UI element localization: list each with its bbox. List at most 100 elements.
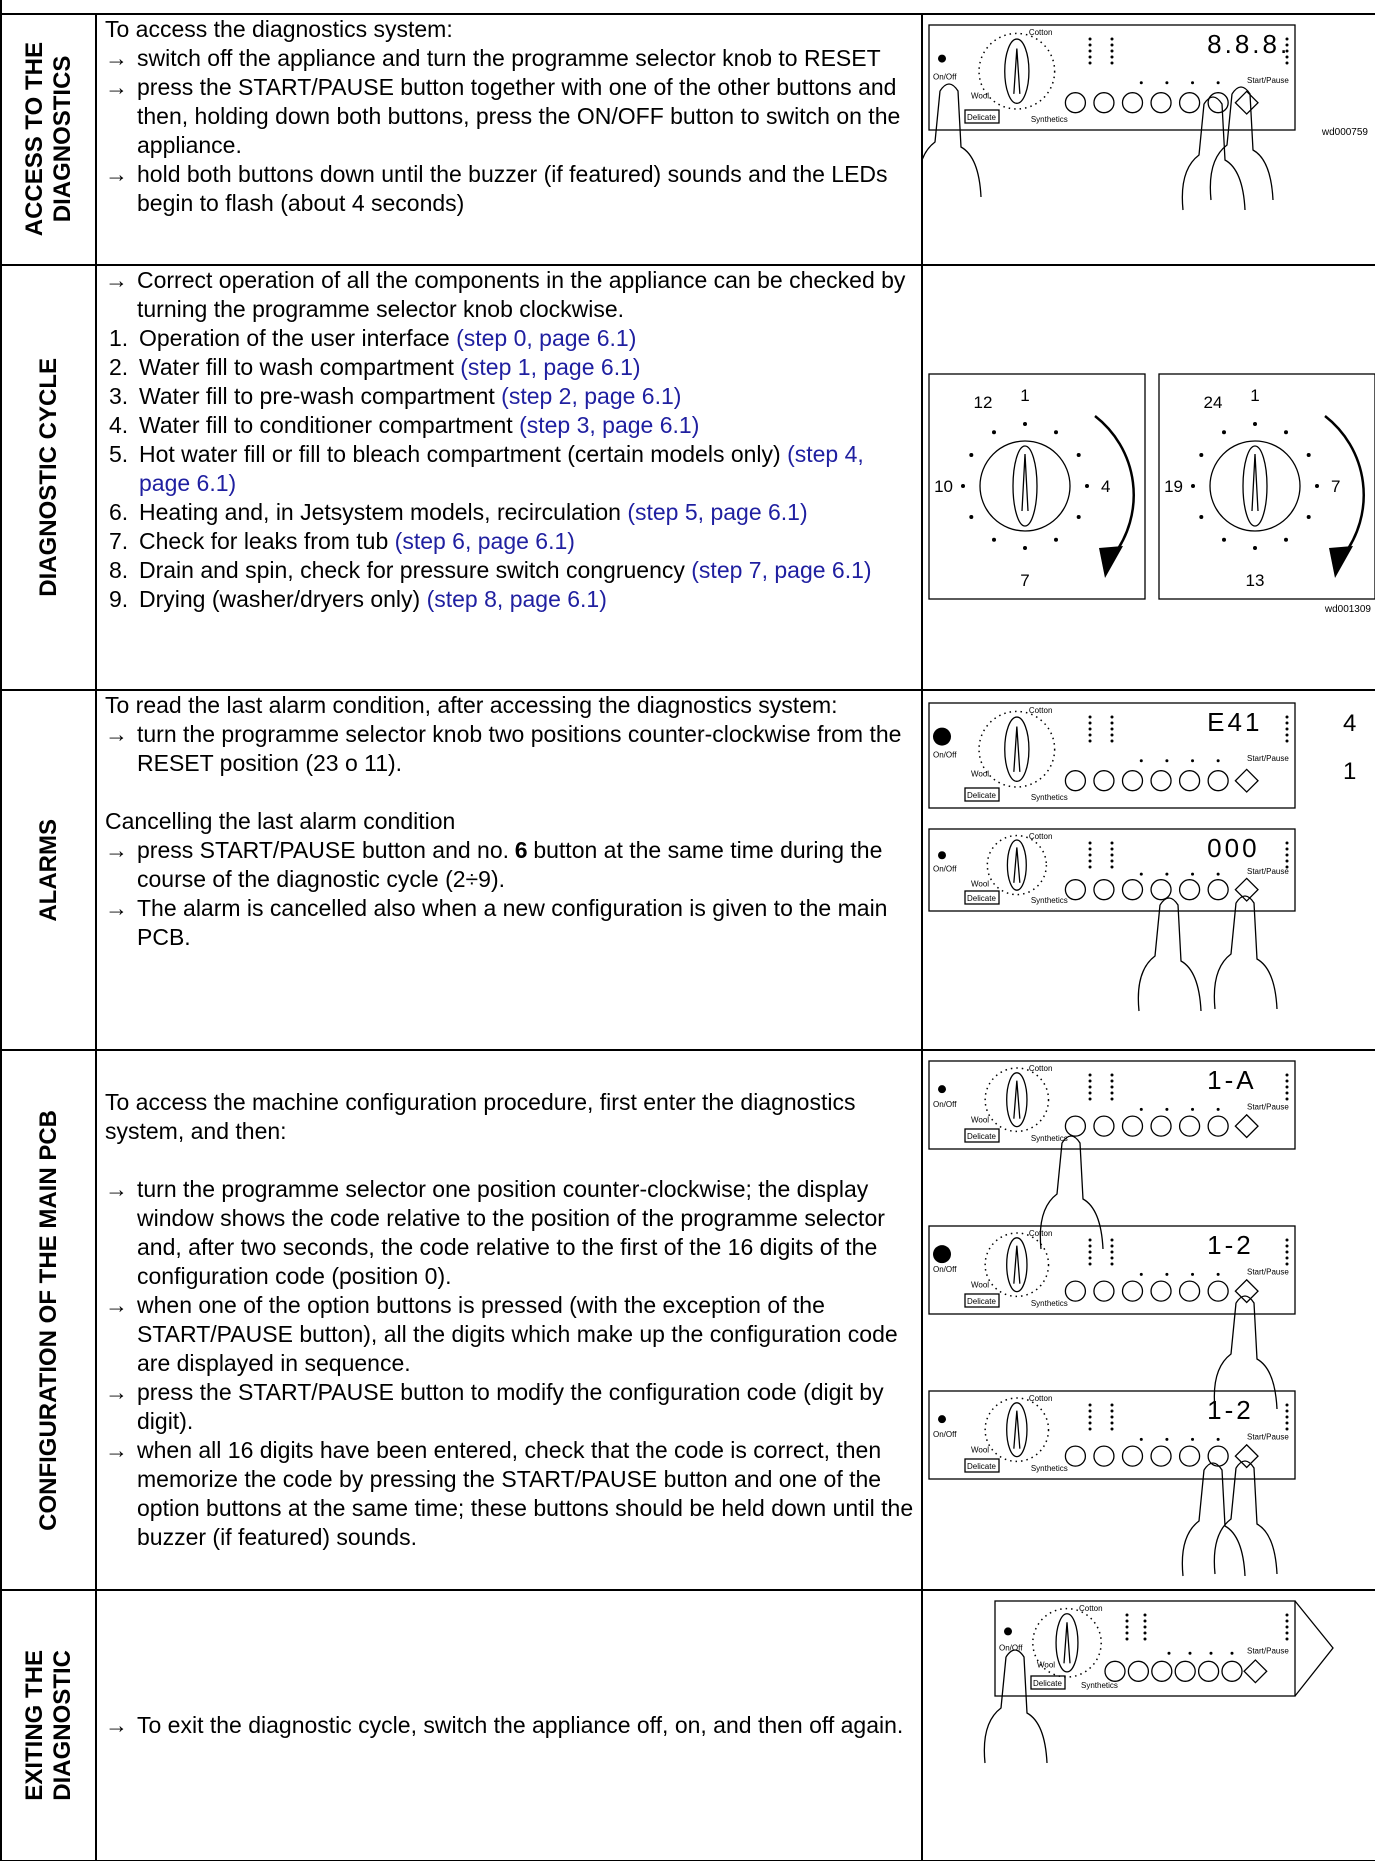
dial-label: 24 — [1204, 393, 1223, 412]
led — [1285, 1097, 1289, 1101]
led — [1088, 61, 1092, 65]
led — [1285, 1631, 1289, 1635]
figure-code: wd000759 — [1321, 127, 1369, 138]
on-off-led — [938, 1085, 946, 1094]
led — [1088, 1085, 1092, 1089]
led — [1110, 55, 1114, 59]
dial-dot — [969, 515, 974, 519]
led — [1285, 847, 1289, 851]
led — [1143, 1613, 1147, 1617]
text: turn the programme selector one position… — [137, 1176, 885, 1289]
item-text: turn the programme selector one position… — [137, 1175, 915, 1291]
led — [1191, 759, 1195, 763]
knob-ring — [1209, 440, 1301, 532]
knob-grip — [1013, 726, 1021, 772]
hand — [1213, 1460, 1278, 1575]
item-marker: 2. — [109, 354, 129, 380]
dial-label: 19 — [1164, 477, 1183, 496]
panel-label: Synthetics — [1031, 1299, 1068, 1308]
item-marker: 7. — [109, 528, 129, 554]
led — [1088, 43, 1092, 47]
option-button — [1064, 879, 1087, 901]
led — [1165, 1272, 1169, 1276]
led — [1285, 859, 1289, 863]
led — [1088, 1262, 1092, 1266]
led — [1110, 847, 1114, 851]
item-text: press the START/PAUSE button to modify t… — [137, 1378, 915, 1436]
option-button — [1121, 1280, 1144, 1302]
panel-label: Wool — [971, 879, 989, 888]
panel-label: Cotton — [1029, 1064, 1053, 1073]
panel-label: Start/Pause — [1247, 1432, 1289, 1441]
option-button — [1121, 92, 1144, 114]
dial-label: 7 — [1331, 477, 1340, 496]
on-off-led — [933, 727, 951, 746]
item-marker: → — [105, 1292, 128, 1318]
figure-cell: 1 12 10 4 7 1 24 19 7 13 wd001309 — [920, 264, 1375, 691]
led — [1088, 1097, 1092, 1101]
option-button — [1093, 1115, 1115, 1137]
figure-cell: On/Off Cotton Wool Delicate Synthetics Start/… — [920, 689, 1375, 1051]
text: press the START/PAUSE button together wi… — [137, 74, 901, 158]
led — [1191, 872, 1195, 876]
led — [1165, 81, 1169, 85]
item-text: press the START/PAUSE button together wi… — [137, 73, 915, 160]
dial-dot — [969, 453, 974, 457]
led — [1230, 1651, 1234, 1655]
display-code: E41 — [1207, 707, 1262, 737]
led — [1088, 739, 1092, 743]
dial-box — [1158, 373, 1375, 600]
item-text: Drain and spin, check for pressure switc… — [139, 556, 872, 585]
row-header: CONFIGURATION OF THE MAIN PCB — [35, 1110, 63, 1531]
list-item: 1. Operation of the user interface (step … — [105, 324, 915, 353]
led — [1139, 1437, 1143, 1441]
header-line: DIAGNOSTICS — [48, 56, 76, 223]
panel-label: On/Off — [999, 1643, 1023, 1652]
display-code: 000 — [1207, 833, 1259, 863]
text-cell: → Correct operation of all the components… — [95, 264, 923, 691]
led — [1191, 1272, 1195, 1276]
led — [1285, 1073, 1289, 1077]
option-button — [1207, 879, 1229, 901]
item-marker: → — [105, 45, 128, 71]
option-button — [1093, 879, 1115, 901]
led — [1143, 1625, 1147, 1629]
panel-label: Start/Pause — [1247, 867, 1289, 876]
knob-ring — [979, 440, 1071, 532]
hand — [1209, 86, 1274, 201]
led — [1088, 1244, 1092, 1248]
list-item: To access the machine configuration proc… — [105, 1088, 915, 1146]
panel-label: Cotton — [1079, 1604, 1103, 1613]
led — [1110, 1415, 1114, 1419]
option-button — [1207, 770, 1229, 792]
item-text: To read the last alarm condition, after … — [105, 691, 838, 720]
option-button — [1178, 92, 1201, 114]
figure-cell: On/Off Cotton Wool Delicate Synthetics Start/… — [920, 13, 1375, 266]
list-item: → press the START/PAUSE button to modify … — [105, 1378, 915, 1436]
text: Drain and spin, check for pressure switc… — [139, 557, 685, 583]
knob-grip — [1063, 1622, 1071, 1664]
led — [1167, 1651, 1171, 1655]
row-header: ALARMS — [35, 819, 63, 922]
option-button — [1178, 770, 1201, 792]
panel-label: Delicate — [1033, 1679, 1062, 1688]
option-button — [1197, 1660, 1220, 1682]
dial-dot — [1253, 546, 1257, 550]
led — [1110, 43, 1114, 47]
led — [1110, 739, 1114, 743]
led — [1088, 1079, 1092, 1083]
led — [1088, 853, 1092, 857]
panel-edge — [1294, 1600, 1334, 1697]
knob-dial — [984, 1232, 1050, 1298]
hand — [923, 83, 982, 198]
panel-label: Cotton — [1029, 28, 1053, 37]
label-box — [964, 1293, 1000, 1308]
knob-dial — [978, 32, 1056, 110]
led — [1110, 1262, 1114, 1266]
panel-label: On/Off — [933, 751, 957, 760]
led — [1285, 1403, 1289, 1407]
led — [1088, 727, 1092, 731]
dial-dot — [1085, 484, 1089, 488]
item-text: when all 16 digits have been entered, ch… — [137, 1436, 915, 1552]
header-line: DIAGNOSTIC — [48, 1650, 76, 1801]
